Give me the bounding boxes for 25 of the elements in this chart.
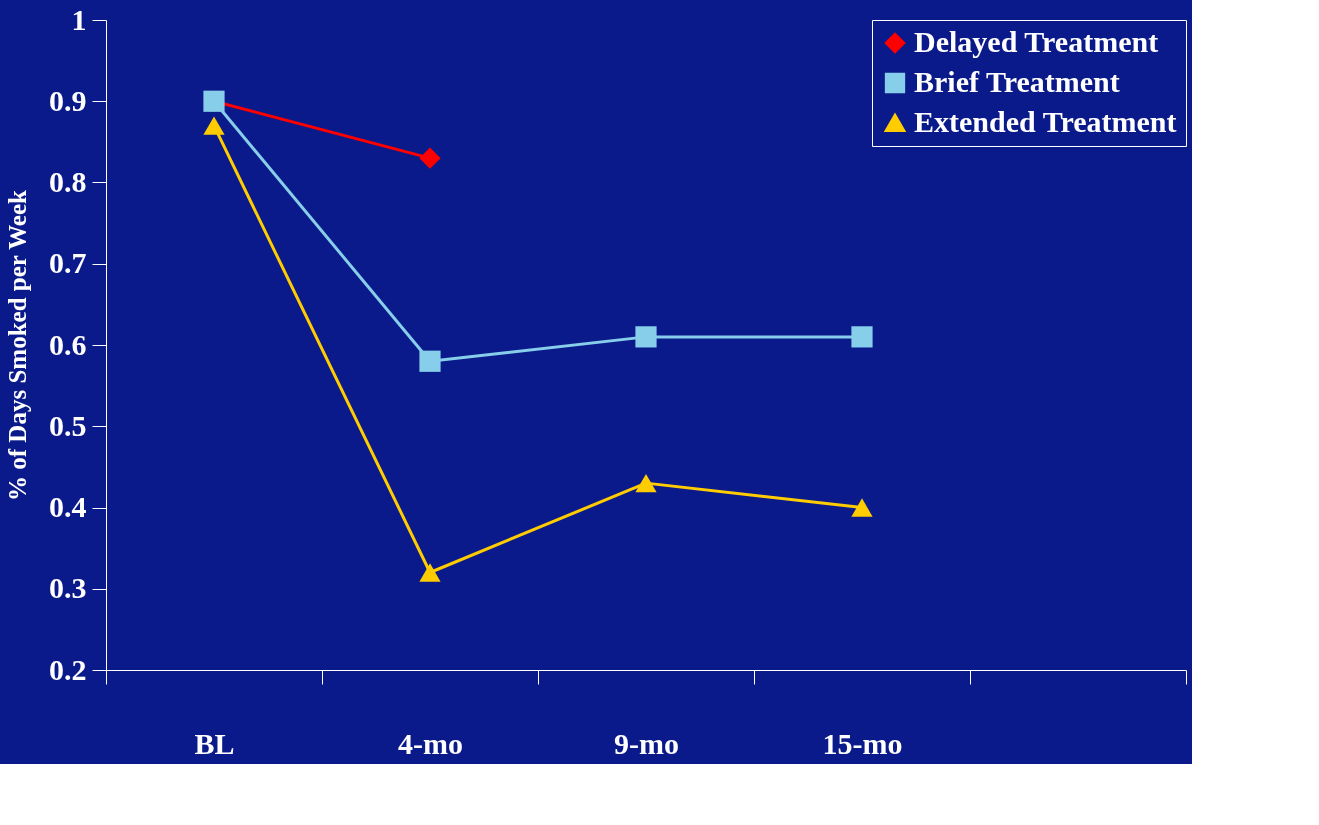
y-tick-label: 0.7 <box>49 246 87 280</box>
x-tick-label: 4-mo <box>398 726 463 760</box>
x-tick-label: 15-mo <box>822 726 903 760</box>
point <box>635 473 657 493</box>
y-tick-label: 0.9 <box>49 83 87 117</box>
legend-label: Delayed Treatment <box>914 25 1159 58</box>
y-tick-label: 0.3 <box>49 571 87 605</box>
legend-label: Brief Treatment <box>914 65 1120 98</box>
point <box>419 563 441 582</box>
x-tick-label: BL <box>194 726 235 760</box>
point <box>203 116 225 135</box>
y-tick-label: 0.4 <box>49 490 87 523</box>
point <box>419 147 441 169</box>
point <box>635 326 657 348</box>
y-tick-label: 0.5 <box>49 408 87 442</box>
point <box>419 350 441 372</box>
y-tick-label: 0.2 <box>49 652 87 686</box>
point <box>851 326 873 348</box>
x-tick-label: 9-mo <box>614 726 679 760</box>
y-tick-label: 1 <box>71 2 87 36</box>
legend-label: Extended Treatment <box>914 105 1177 138</box>
y-tick-label: 0.8 <box>49 165 87 198</box>
y-axis-title: % of Days Smoked per Week <box>4 189 31 501</box>
point <box>851 498 873 517</box>
y-tick-label: 0.6 <box>49 327 87 361</box>
